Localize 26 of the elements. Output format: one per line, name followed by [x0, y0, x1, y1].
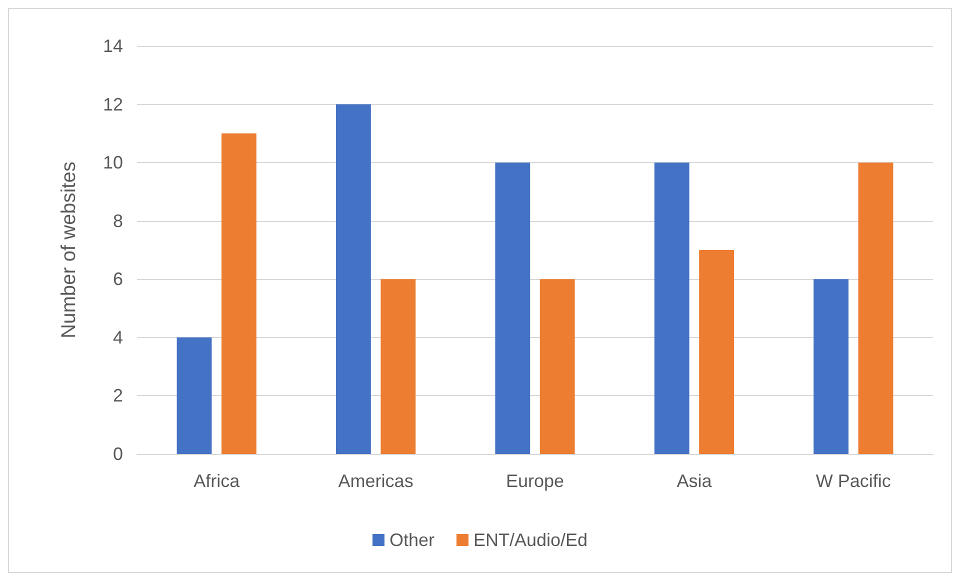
x-tick-label: Asia [676, 471, 713, 491]
x-tick-label: W Pacific [816, 471, 891, 491]
y-tick-label: 2 [112, 386, 123, 406]
bar [814, 279, 849, 454]
bar [176, 337, 212, 454]
bar [858, 162, 894, 454]
bar [699, 250, 734, 454]
y-tick-label: 4 [112, 327, 123, 348]
x-tick-label: Americas [338, 471, 414, 491]
y-tick-label: 12 [102, 94, 123, 114]
bar [336, 104, 371, 454]
y-tick-label: 8 [112, 210, 123, 231]
bar [495, 162, 530, 454]
bar [540, 279, 575, 454]
bar [380, 279, 416, 454]
bar [221, 133, 256, 454]
y-tick-label: 6 [112, 269, 123, 290]
y-tick-label: 14 [102, 36, 123, 56]
y-tick-label: 0 [112, 444, 123, 464]
legend-label: Other [389, 530, 434, 550]
x-tick-label: Africa [194, 471, 241, 491]
x-tick-label: Europe [506, 471, 564, 491]
legend-label: ENT/Audio/Ed [473, 530, 588, 550]
y-tick-label: 10 [102, 152, 123, 173]
y-axis-title: Number of websites [58, 162, 80, 338]
bar [654, 162, 690, 454]
